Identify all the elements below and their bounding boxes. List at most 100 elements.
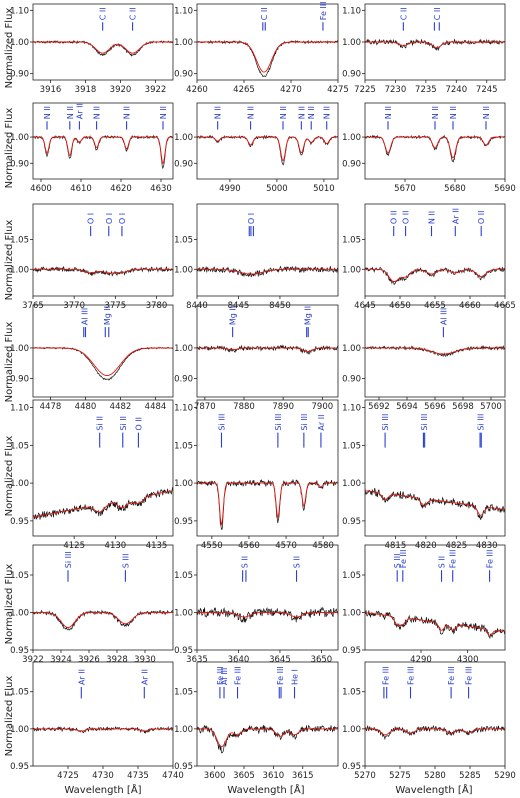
panel-frame <box>196 399 339 537</box>
observed-spectrum-line <box>365 610 505 639</box>
line-label: O I <box>118 213 127 224</box>
x-tick-label: 3920 <box>110 85 132 95</box>
y-axis-title: Normalized Flux <box>4 564 15 645</box>
x-tick-label: 3640 <box>228 655 250 665</box>
observed-spectrum-line <box>33 346 173 381</box>
panel-frame <box>32 399 174 537</box>
panel-frame <box>196 304 339 398</box>
x-tick-label: 5280 <box>424 771 446 781</box>
line-label: N II <box>297 106 306 119</box>
y-axis-title: Normalized Flux <box>4 220 15 301</box>
line-label: Fe III <box>407 666 416 685</box>
line-label: Ar II <box>317 415 326 431</box>
plot-area <box>197 606 338 623</box>
line-label: N II <box>279 106 288 119</box>
line-label: N II <box>428 211 437 224</box>
line-label: Al III <box>81 308 90 325</box>
y-tick-label: 1.05 <box>174 688 193 698</box>
spectrum-panel: 5270 5275 5280 5285 5290 0.95 1.00 1.05 Fe III Fe… <box>342 661 516 781</box>
x-tick-label: 4570 <box>275 541 297 551</box>
x-tick-label: 3916 <box>40 85 62 95</box>
panel-frame <box>32 102 174 180</box>
model-spectrum-line <box>33 728 173 732</box>
line-label: Si III <box>274 414 283 431</box>
observed-spectrum-line <box>33 134 173 170</box>
y-tick-label: 0.90 <box>174 70 193 80</box>
x-tick-label: 4265 <box>233 85 255 95</box>
plot-area <box>33 134 173 170</box>
y-tick-label: 1.05 <box>342 688 361 698</box>
y-tick-label: 1.00 <box>342 609 361 619</box>
y-tick-label: 0.95 <box>174 762 193 772</box>
y-tick-label: 1.10 <box>10 6 29 16</box>
x-tick-label: 3780 <box>146 301 168 311</box>
y-tick-label: 1.00 <box>174 133 193 143</box>
panel-frame <box>196 661 339 767</box>
line-label: N II <box>214 106 223 119</box>
observed-spectrum-line <box>197 134 338 166</box>
y-axis-title: Normalized Flux <box>4 436 15 517</box>
y-tick-label: 1.00 <box>174 265 193 275</box>
observed-spectrum-line <box>33 265 173 277</box>
x-tick-label: 3922 <box>22 655 44 665</box>
x-tick-label: 4825 <box>445 541 467 551</box>
line-label: N II <box>159 106 168 119</box>
x-tick-label: 5680 <box>444 184 466 194</box>
x-tick-label: 7890 <box>272 402 294 412</box>
line-label: N II <box>384 106 393 119</box>
y-tick-label: 1.05 <box>174 236 193 246</box>
x-tick-label: 3924 <box>50 655 72 665</box>
plot-area <box>33 725 173 735</box>
x-tick-label: 4478 <box>40 402 62 412</box>
x-tick-label: 4290 <box>410 655 432 665</box>
line-label: C II <box>433 7 442 20</box>
y-tick-label: 1.00 <box>342 344 361 354</box>
plot-area <box>365 724 505 741</box>
y-tick-label: 0.90 <box>174 375 193 385</box>
x-tick-label: 4655 <box>424 301 446 311</box>
line-label: Fe III <box>319 1 328 20</box>
y-tick-label: 0.90 <box>10 70 29 80</box>
x-axis-title: Wavelength [Å] <box>395 783 472 796</box>
x-tick-label: 3926 <box>78 655 100 665</box>
observed-spectrum-line <box>365 487 505 521</box>
y-tick-label: 1.10 <box>174 6 193 16</box>
model-spectrum-line <box>33 136 173 164</box>
x-tick-label: 4125 <box>63 541 85 551</box>
x-tick-label: 7245 <box>476 85 498 95</box>
spectrum-panel: 3635 3640 3645 3650 0.95 1.00 1.05 S II S II <box>174 544 339 665</box>
x-tick-label: 3770 <box>63 301 85 311</box>
y-tick-label: 0.90 <box>342 159 361 169</box>
model-spectrum-line <box>33 612 173 628</box>
x-tick-label: 7230 <box>385 85 407 95</box>
x-tick-label: 4610 <box>70 184 92 194</box>
line-label: C II <box>399 7 408 20</box>
line-label: C II <box>99 7 108 20</box>
x-tick-label: 4990 <box>219 184 241 194</box>
x-tick-label: 5285 <box>459 771 481 781</box>
y-tick-label: 1.00 <box>174 725 193 735</box>
plot-area <box>33 486 173 520</box>
y-tick-label: 0.90 <box>10 375 29 385</box>
plot-area <box>197 39 338 77</box>
x-tick-label: 7225 <box>354 85 376 95</box>
x-tick-label: 7880 <box>233 402 255 412</box>
plot-area <box>197 134 338 166</box>
panel-frame <box>32 661 174 767</box>
panel-frame <box>32 544 174 651</box>
y-tick-label: 1.05 <box>10 236 29 246</box>
y-axis-title: Normalized Flux <box>4 8 15 89</box>
y-tick-label: 1.05 <box>10 571 29 581</box>
x-tick-label: 7235 <box>415 85 437 95</box>
x-tick-label: 3610 <box>263 771 285 781</box>
y-tick-label: 0.90 <box>342 375 361 385</box>
y-tick-label: 1.00 <box>342 133 361 143</box>
line-label: Fe III <box>465 666 474 685</box>
x-tick-label: 4740 <box>162 771 184 781</box>
line-label: Fe III <box>447 666 456 685</box>
plot-area <box>197 344 338 355</box>
y-tick-label: 1.00 <box>10 265 29 275</box>
